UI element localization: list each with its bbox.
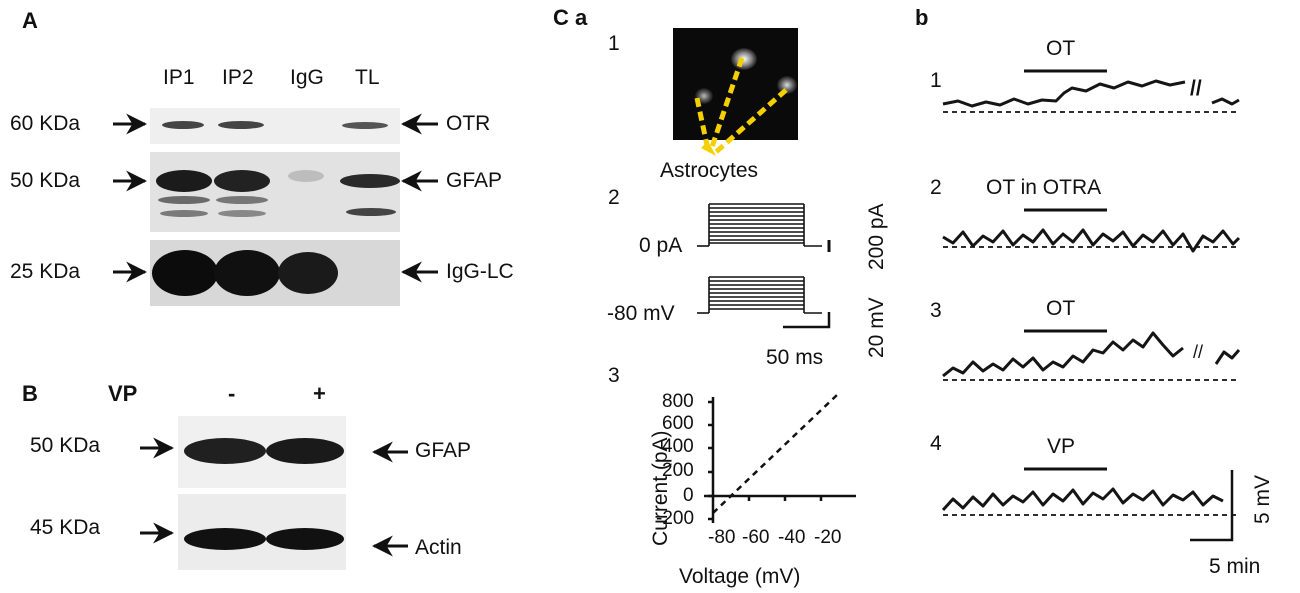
iv-fit-line: [712, 393, 839, 514]
trace-num-1: 1: [930, 69, 942, 92]
astrocyte-fluorescence-image: [673, 28, 798, 140]
scale-bar-5mv-5min: [1190, 470, 1234, 542]
marker-25kda: 25 KDa: [10, 260, 81, 283]
trace-num-3: 3: [930, 299, 942, 322]
marker-60kda: 60 KDa: [10, 112, 81, 135]
minus80mv-label: -80 mV: [607, 302, 675, 325]
iv-ytick-minus200: -200: [656, 508, 695, 529]
trace-num-4: 4: [930, 432, 942, 455]
panel-c-sub-b: b: [915, 5, 929, 30]
ca-item-3: 3: [608, 364, 620, 387]
break-mark-3: //: [1193, 342, 1204, 362]
iv-xtick-minus60: -60: [742, 527, 770, 548]
protein-gfap-b: GFAP: [415, 439, 472, 462]
marker-45kda-b: 45 KDa: [30, 516, 101, 539]
astrocyte-pointers: [694, 57, 788, 154]
protein-actin: Actin: [415, 536, 462, 559]
scale-bar-20mv-50ms: [783, 312, 831, 329]
iv-ytick-400: 400: [662, 436, 694, 457]
lane-label-tl: TL: [355, 66, 380, 89]
membrane-potential-traces: [941, 79, 1241, 512]
zero-pa-label: 0 pA: [639, 234, 683, 257]
protein-igg-lc: IgG-LC: [446, 260, 514, 283]
application-bars: [1024, 69, 1107, 471]
igg-lc-blot: [150, 240, 400, 306]
trace-label-2: OT in OTRA: [986, 176, 1102, 199]
panel-c-sub-a: a: [575, 5, 588, 30]
gfap-blot-b: [178, 416, 346, 488]
ca-item-2: 2: [608, 186, 620, 209]
break-mark-1: //: [1190, 77, 1202, 100]
trace-label-4: VP: [1047, 435, 1076, 458]
trace-label-1: OT: [1046, 37, 1076, 60]
lane-label-igg: IgG: [290, 66, 324, 89]
trace-num-2: 2: [930, 176, 942, 199]
marker-50kda-b: 50 KDa: [30, 434, 101, 457]
marker-50kda: 50 KDa: [10, 169, 81, 192]
astrocytes-label: Astrocytes: [660, 159, 759, 182]
iv-ytick-800: 800: [662, 391, 694, 412]
protein-otr: OTR: [446, 112, 491, 135]
trace-label-3: OT: [1046, 297, 1076, 320]
iv-ytick-200: 200: [662, 460, 694, 481]
condition-minus: -: [228, 381, 236, 406]
otr-blot: [150, 108, 400, 144]
iv-ytick-0: 0: [683, 485, 694, 506]
vp-treatment-label: VP: [108, 381, 138, 406]
iv-xtick-minus20: -20: [814, 527, 842, 548]
lane-label-ip2: IP2: [222, 66, 254, 89]
iv-axes: [704, 397, 856, 523]
condition-plus: +: [313, 381, 326, 406]
baselines: [943, 111, 1238, 516]
voltage-step-traces: [697, 276, 822, 314]
panel-a-letter: A: [22, 8, 38, 33]
iv-xlabel: Voltage (mV): [679, 565, 801, 588]
gfap-blot-a: [150, 152, 400, 232]
ca-item-1: 1: [608, 32, 620, 55]
panel-c-letter: C: [553, 5, 569, 30]
iv-xtick-minus40: -40: [778, 527, 806, 548]
scale-50ms-label: 50 ms: [766, 346, 824, 369]
current-step-traces: [697, 203, 822, 247]
protein-gfap-a: GFAP: [446, 169, 503, 192]
panel-b-letter: B: [22, 381, 38, 406]
iv-xtick-minus80: -80: [708, 527, 736, 548]
lane-label-ip1: IP1: [163, 66, 195, 89]
scale-5min-label: 5 min: [1209, 555, 1261, 578]
iv-ytick-600: 600: [662, 413, 694, 434]
actin-blot: [178, 494, 346, 570]
